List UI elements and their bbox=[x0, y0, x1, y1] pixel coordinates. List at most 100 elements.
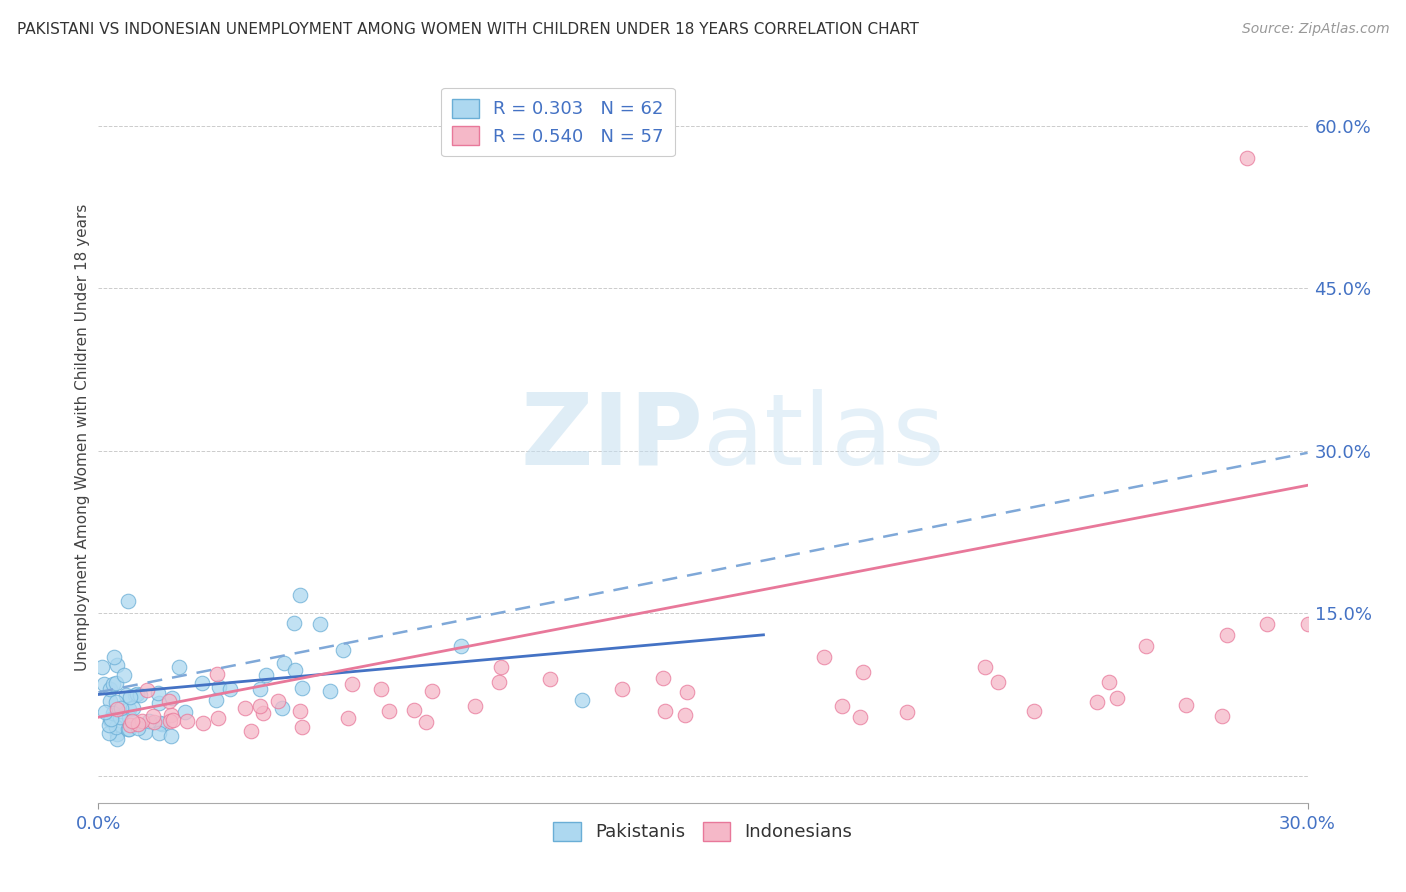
Point bbox=[249, 698, 271, 713]
Point bbox=[342, 677, 364, 691]
Point bbox=[208, 680, 231, 694]
Point bbox=[162, 713, 184, 727]
Point bbox=[284, 663, 307, 677]
Point bbox=[138, 714, 160, 728]
Point bbox=[176, 714, 198, 728]
Point bbox=[105, 657, 128, 672]
Point bbox=[404, 703, 426, 717]
Point bbox=[100, 713, 122, 727]
Point bbox=[896, 705, 918, 719]
Point bbox=[167, 660, 190, 674]
Point bbox=[332, 642, 354, 657]
Point bbox=[571, 693, 593, 707]
Point bbox=[538, 673, 561, 687]
Point bbox=[160, 729, 183, 743]
Point bbox=[118, 722, 141, 736]
Point bbox=[654, 704, 676, 718]
Point bbox=[252, 706, 274, 720]
Point bbox=[103, 649, 125, 664]
Point bbox=[117, 722, 139, 736]
Point bbox=[108, 709, 131, 723]
Point bbox=[1098, 675, 1121, 690]
Point bbox=[420, 683, 443, 698]
Point bbox=[121, 714, 143, 728]
Point bbox=[127, 716, 149, 731]
Point bbox=[651, 671, 673, 685]
Text: ZIP: ZIP bbox=[520, 389, 703, 485]
Point bbox=[110, 700, 132, 714]
Point bbox=[157, 694, 180, 708]
Point bbox=[98, 694, 121, 708]
Point bbox=[125, 687, 148, 701]
Point bbox=[112, 668, 135, 682]
Point bbox=[205, 667, 228, 681]
Point bbox=[100, 712, 122, 726]
Point bbox=[249, 681, 271, 696]
Point bbox=[91, 660, 114, 674]
Point bbox=[450, 639, 472, 653]
Point bbox=[160, 690, 183, 705]
Point bbox=[254, 667, 277, 681]
Point bbox=[105, 702, 128, 716]
Point bbox=[848, 710, 870, 724]
Point bbox=[378, 704, 401, 718]
Point bbox=[104, 695, 127, 709]
Point bbox=[676, 685, 699, 699]
Point bbox=[117, 594, 139, 608]
Point bbox=[148, 726, 170, 740]
Text: atlas: atlas bbox=[703, 389, 945, 485]
Point bbox=[831, 699, 853, 714]
Point bbox=[118, 718, 141, 732]
Point bbox=[114, 688, 136, 702]
Point bbox=[218, 682, 240, 697]
Point bbox=[120, 690, 142, 705]
Point bbox=[288, 589, 311, 603]
Point bbox=[288, 704, 311, 718]
Point bbox=[491, 660, 513, 674]
Point bbox=[191, 676, 214, 690]
Y-axis label: Unemployment Among Women with Children Under 18 years: Unemployment Among Women with Children U… bbox=[75, 203, 90, 671]
Point bbox=[205, 693, 228, 707]
Point bbox=[1236, 151, 1258, 165]
Point bbox=[370, 681, 392, 696]
Point bbox=[128, 688, 150, 702]
Point bbox=[134, 725, 156, 739]
Point bbox=[105, 727, 128, 741]
Point bbox=[93, 677, 115, 691]
Point bbox=[110, 718, 132, 732]
Point bbox=[291, 681, 314, 695]
Point bbox=[488, 675, 510, 690]
Point bbox=[1107, 691, 1129, 706]
Point bbox=[148, 696, 170, 710]
Point bbox=[159, 708, 181, 723]
Point bbox=[159, 714, 181, 729]
Point bbox=[1022, 704, 1045, 718]
Point bbox=[131, 714, 153, 729]
Point bbox=[149, 716, 172, 731]
Point bbox=[270, 700, 292, 714]
Point bbox=[415, 715, 437, 730]
Point bbox=[174, 705, 197, 719]
Point bbox=[104, 720, 127, 734]
Point bbox=[1216, 628, 1239, 642]
Point bbox=[150, 717, 173, 731]
Point bbox=[852, 665, 875, 680]
Point bbox=[673, 708, 696, 723]
Point bbox=[1174, 698, 1197, 712]
Point bbox=[97, 717, 120, 731]
Point bbox=[267, 693, 290, 707]
Legend: Pakistanis, Indonesians: Pakistanis, Indonesians bbox=[546, 814, 860, 848]
Point bbox=[319, 684, 342, 698]
Point bbox=[142, 709, 165, 723]
Point bbox=[1135, 639, 1157, 653]
Point bbox=[118, 702, 141, 716]
Point bbox=[336, 711, 359, 725]
Point bbox=[127, 722, 149, 736]
Point bbox=[273, 656, 295, 670]
Point bbox=[94, 705, 117, 719]
Point bbox=[148, 686, 170, 700]
Point bbox=[101, 677, 124, 691]
Point bbox=[233, 701, 256, 715]
Point bbox=[98, 681, 121, 696]
Point bbox=[309, 617, 332, 632]
